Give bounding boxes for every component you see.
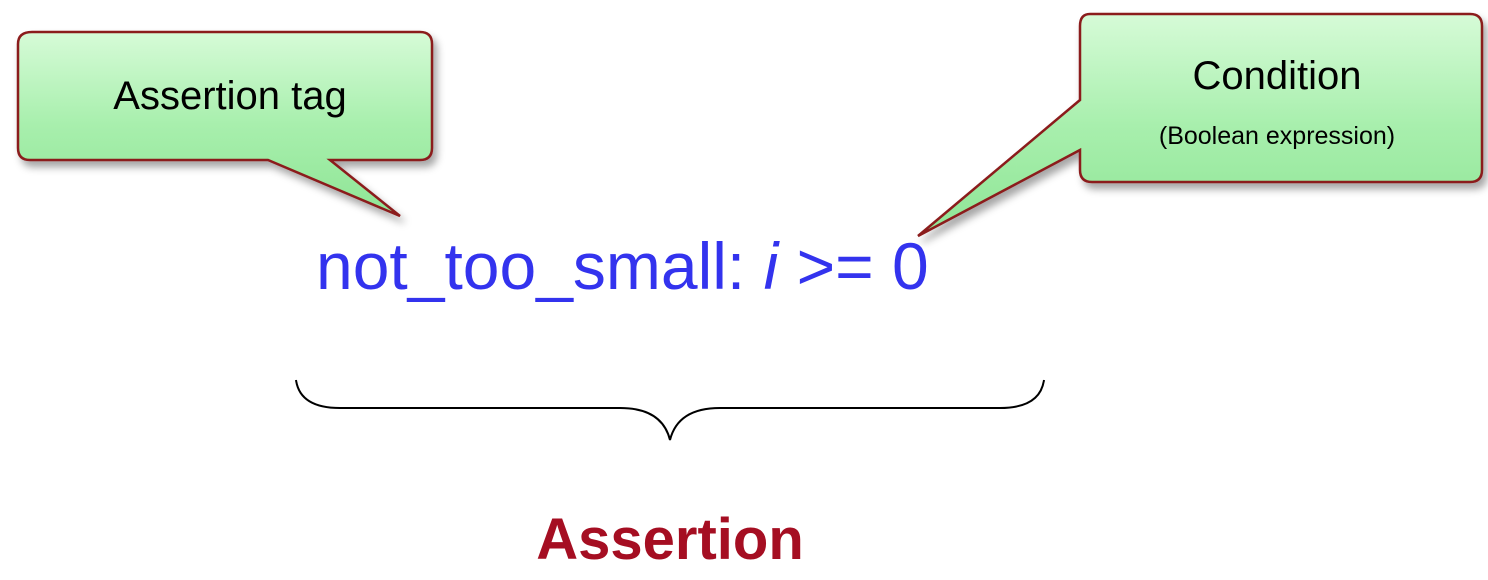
curly-brace-icon [295,379,1045,441]
assertion-code-line: not_too_small: i >= 0 [316,226,929,306]
assertion-tag-callout-label: Assertion tag [113,74,347,118]
assertion-tag-text: not_too_small: [316,229,746,303]
assertion-label: Assertion [536,507,804,572]
condition-callout-title: Condition [1192,54,1362,98]
condition-callout [917,12,1484,238]
condition-variable: i [763,229,779,303]
condition-callout-subtitle: (Boolean expression) [1158,122,1396,150]
assertion-tag-callout [16,30,434,218]
condition-operator-value: >= 0 [796,229,929,303]
callouts-layer [16,12,1484,238]
